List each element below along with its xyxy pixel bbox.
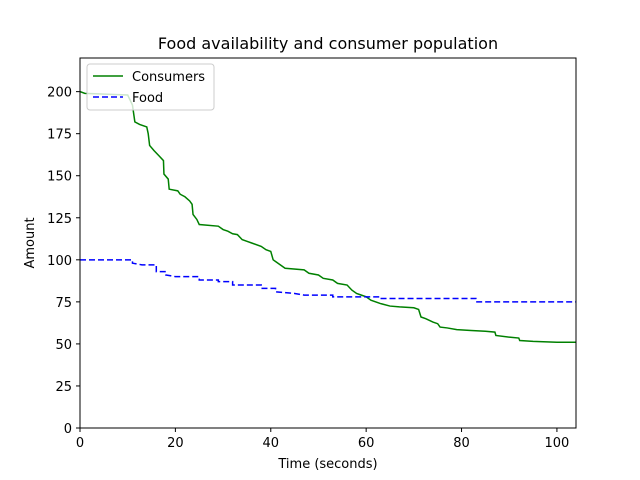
x-axis: 0 20 40 60 80 100 bbox=[76, 428, 569, 451]
x-tick-label: 100 bbox=[545, 436, 570, 451]
chart-title: Food availability and consumer populatio… bbox=[158, 34, 498, 53]
y-tick-label: 75 bbox=[55, 296, 72, 311]
x-tick-label: 40 bbox=[262, 436, 279, 451]
series-line-consumers bbox=[80, 90, 576, 343]
x-tick-label: 20 bbox=[167, 436, 184, 451]
legend-label-consumers: Consumers bbox=[132, 70, 205, 85]
y-tick-label: 100 bbox=[47, 254, 72, 269]
y-tick-label: 150 bbox=[47, 170, 72, 185]
x-axis-label: Time (seconds) bbox=[277, 457, 377, 472]
legend-label-food: Food bbox=[132, 91, 163, 106]
y-tick-label: 125 bbox=[47, 212, 72, 227]
series-layer bbox=[80, 90, 576, 343]
y-axis-label: Amount bbox=[23, 217, 38, 268]
y-tick-label: 25 bbox=[55, 380, 72, 395]
x-tick-label: 80 bbox=[453, 436, 470, 451]
y-axis: 0 25 50 75 100 125 150 175 200 bbox=[47, 86, 80, 437]
x-tick-label: 0 bbox=[76, 436, 84, 451]
legend: Consumers Food bbox=[86, 63, 215, 111]
y-tick-label: 200 bbox=[47, 86, 72, 101]
y-tick-label: 0 bbox=[64, 422, 72, 437]
series-line-food bbox=[80, 259, 576, 303]
y-tick-label: 50 bbox=[55, 338, 72, 353]
x-tick-label: 60 bbox=[358, 436, 375, 451]
plot-frame bbox=[79, 57, 577, 429]
y-tick-label: 175 bbox=[47, 128, 72, 143]
